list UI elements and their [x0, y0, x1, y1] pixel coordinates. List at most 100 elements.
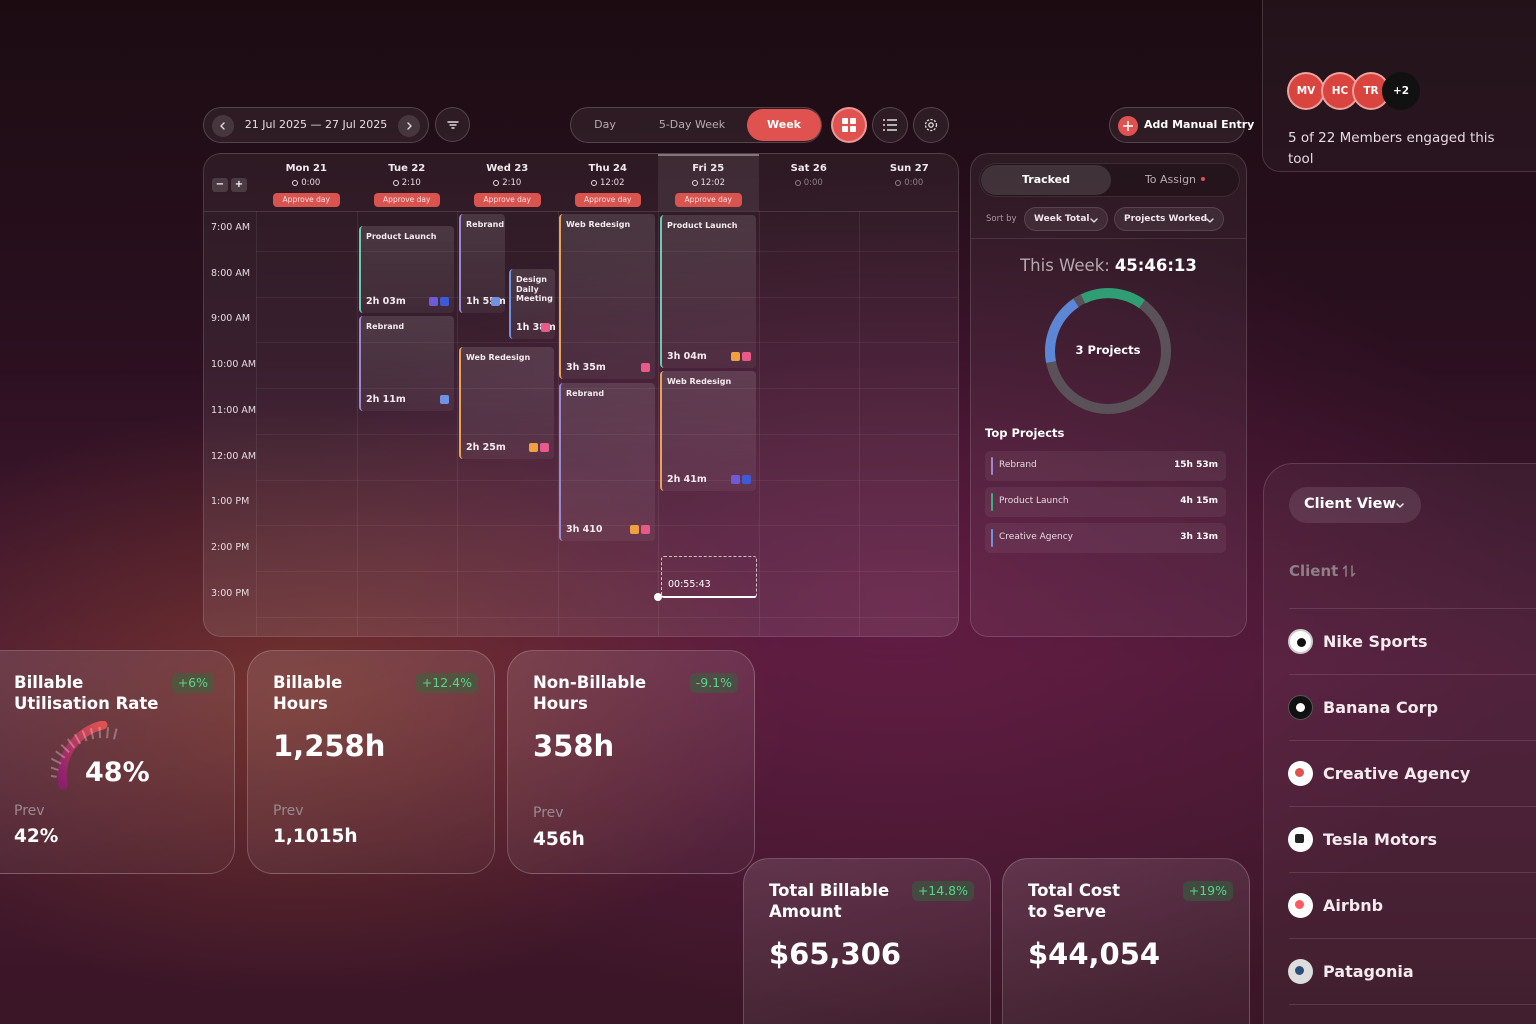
calendar-event[interactable]: Web Redesign 3h 35m — [559, 214, 655, 379]
settings-button[interactable] — [913, 107, 949, 143]
event-name: Web Redesign — [566, 220, 631, 229]
app-icon — [440, 297, 449, 306]
view-tab[interactable]: Week — [747, 109, 821, 141]
metric-card: Billable Utilisation Rate +6% 48% Prev 42% — [0, 650, 235, 874]
calendar-event[interactable]: Web Redesign 2h 41m — [660, 371, 756, 491]
app-icon — [541, 323, 550, 332]
sort-label: Sort by — [986, 214, 1017, 224]
event-name: Product Launch — [667, 221, 738, 230]
view-tab[interactable]: 5-Day Week — [658, 118, 726, 131]
filter-button[interactable] — [435, 107, 470, 142]
calendar-panel: − +7:00 AM 8:00 AM 9:00 AM 10:00 AM 11:00 AM 1… — [203, 153, 959, 637]
event-duration: 3h 35m — [566, 362, 606, 373]
donut-chart — [1045, 288, 1171, 414]
project-name: Product Launch — [999, 496, 1069, 506]
project-row[interactable]: Rebrand 15h 53m — [985, 451, 1226, 481]
client-view-dropdown[interactable]: Client View — [1289, 487, 1421, 523]
metric-card: Total Billable Amount +14.8% $65,306 — [743, 858, 991, 1024]
time-label: 12:00 AM — [211, 450, 257, 462]
top-projects-title: Top Projects — [985, 426, 1065, 440]
client-logo-mark — [1295, 900, 1304, 909]
timer-dot — [654, 593, 662, 601]
zoom-controls: − + — [212, 178, 252, 192]
approve-day-button[interactable]: Approve day — [574, 193, 641, 207]
tab[interactable]: Tracked — [981, 165, 1111, 195]
calendar-event[interactable]: Design Daily Meeting 1h 38m — [509, 269, 556, 339]
avatar[interactable]: +2 — [1382, 72, 1420, 110]
clock-icon — [392, 180, 399, 186]
list-icon — [883, 119, 897, 131]
day-label: Wed 23 — [486, 163, 529, 174]
project-row[interactable]: Product Launch 4h 15m — [985, 487, 1226, 517]
client-name[interactable]: Tesla Motors — [1323, 830, 1437, 849]
day-total: 0:00 — [256, 178, 357, 188]
calendar-event[interactable]: Web Redesign 2h 25m — [459, 347, 554, 459]
avatar[interactable]: MV — [1287, 72, 1325, 110]
metric-value: 358h — [533, 729, 615, 763]
utilisation-gauge — [51, 721, 118, 790]
client-name[interactable]: Nike Sports — [1323, 632, 1428, 651]
sort-dropdown[interactable]: Projects Worked — [1114, 207, 1224, 231]
time-label: 8:00 AM — [211, 267, 251, 279]
metric-card: Billable Hours +12.4% 1,258h Prev 1,1015h — [247, 650, 495, 874]
chevron-right — [407, 122, 412, 130]
project-row[interactable]: Creative Agency 3h 13m — [985, 523, 1226, 553]
add-manual-entry-label: Add Manual Entry — [1144, 118, 1255, 131]
client-row-divider — [1289, 872, 1536, 873]
client-logo — [1288, 761, 1313, 786]
time-label: 11:00 AM — [211, 404, 257, 416]
calendar-event[interactable]: Rebrand 1h 55m — [459, 214, 506, 313]
tracker-panel: Tracked To Assign Sort by Week Total Project… — [970, 153, 1247, 637]
zoom-button[interactable]: − — [212, 178, 228, 192]
add-manual-entry-button[interactable]: Add Manual Entry — [1109, 107, 1254, 143]
clock-icon — [591, 180, 597, 186]
project-time: 15h 53m — [1174, 460, 1218, 470]
metric-change: -9.1% — [689, 673, 738, 693]
client-name[interactable]: Patagonia — [1323, 962, 1414, 981]
event-name: Web Redesign — [466, 353, 531, 362]
day-label: Tue 22 — [388, 163, 426, 174]
client-name[interactable]: Banana Corp — [1323, 698, 1439, 717]
day-total: 12:02 — [558, 178, 659, 188]
metric-title: Billable Hours — [273, 673, 343, 713]
grid-row-line — [256, 388, 958, 390]
prev-week-button[interactable] — [212, 115, 234, 137]
week-total: 45:46:13 — [1114, 256, 1197, 275]
grid-row-line — [256, 570, 958, 572]
approve-day-button[interactable]: Approve day — [474, 193, 541, 207]
list-view-button[interactable] — [872, 107, 908, 143]
day-total-text: 12:02 — [600, 178, 625, 188]
day-label: Fri 25 — [692, 163, 725, 174]
approve-day-button[interactable]: Approve day — [675, 193, 742, 207]
sort-dropdown[interactable]: Week Total — [1024, 207, 1108, 231]
client-logo — [1288, 893, 1313, 918]
calendar-event[interactable]: Product Launch 3h 04m — [660, 215, 756, 368]
zoom-button[interactable]: + — [231, 178, 247, 192]
chevron-down — [1396, 503, 1404, 508]
client-name[interactable]: Creative Agency — [1323, 764, 1471, 783]
view-tab[interactable]: Day — [594, 118, 616, 131]
client-name[interactable]: Airbnb — [1323, 896, 1384, 915]
metric-change: +14.8% — [911, 881, 974, 901]
calendar-event[interactable]: Rebrand 3h 410 — [559, 383, 655, 541]
metric-value: $65,306 — [769, 937, 902, 971]
approve-day-button[interactable]: Approve day — [373, 193, 440, 207]
clients-panel: Client View Client Nike Sports Banana Corp C… — [1263, 463, 1536, 1024]
timer-text: 00:55:43 — [668, 579, 711, 590]
time-label: 3:00 PM — [211, 587, 250, 599]
next-week-button[interactable] — [398, 115, 420, 137]
calendar-event[interactable]: Rebrand 2h 11m — [359, 316, 454, 411]
clock-icon — [493, 180, 500, 186]
running-timer[interactable] — [661, 556, 757, 598]
grid-view-button[interactable] — [831, 107, 867, 143]
day-total: 0:00 — [759, 178, 860, 188]
time-label: 2:00 PM — [211, 541, 250, 553]
approve-day-button[interactable]: Approve day — [273, 193, 340, 207]
app-icon — [731, 352, 740, 361]
calendar-event[interactable]: Product Launch 2h 03m — [359, 226, 454, 313]
tab[interactable]: To Assign — [1111, 165, 1239, 195]
client-column-header[interactable]: Client — [1289, 562, 1339, 580]
grid-row-line — [256, 251, 958, 252]
event-name: Product Launch — [366, 232, 437, 241]
day-label: Sat 26 — [790, 163, 827, 174]
